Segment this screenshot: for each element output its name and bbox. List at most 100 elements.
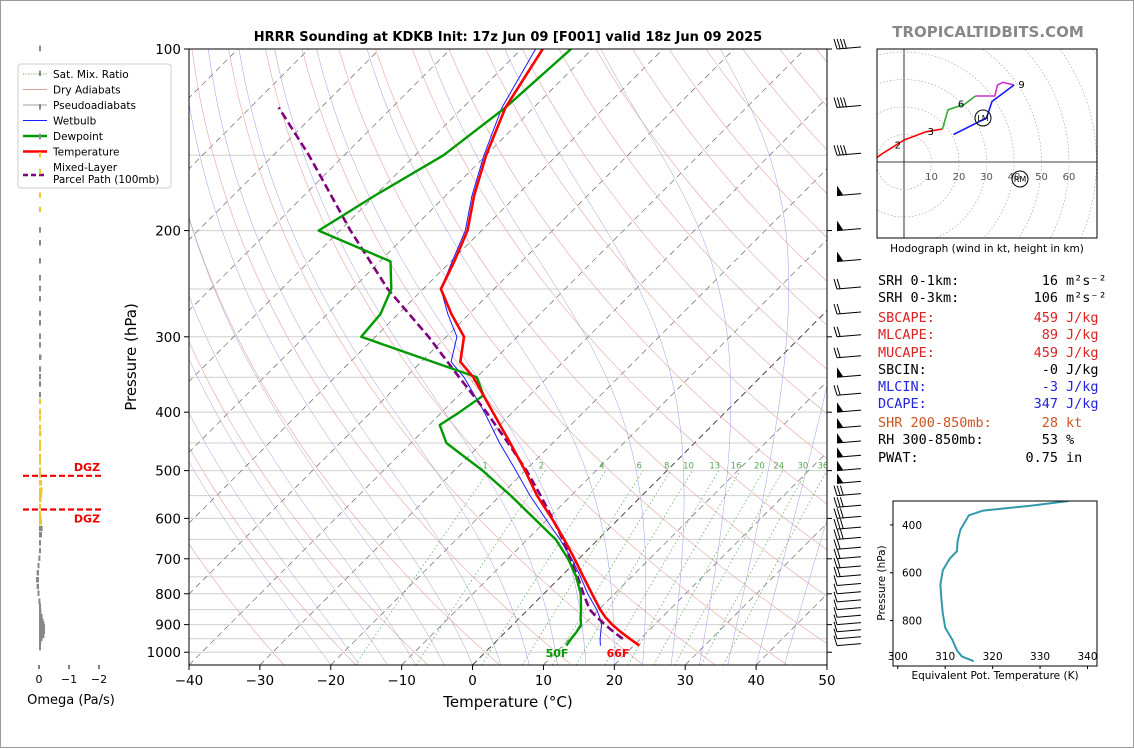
moist-adiabat [208, 49, 501, 665]
theta-e-x-tick-label: 340 [1077, 651, 1097, 663]
omega-bar [39, 275, 41, 280]
hodograph-caption: Hodograph (wind in kt, height in km) [890, 243, 1084, 255]
x-tick-label: 40 [748, 673, 765, 689]
moist-adiabat [317, 49, 586, 665]
index-unit: m²s⁻² [1058, 273, 1107, 290]
omega-bar [39, 207, 41, 212]
sfc-dewpoint-label: 50F [546, 647, 569, 660]
omega-bar [37, 570, 39, 575]
wind-barb [837, 418, 861, 428]
index-value: 106 [1008, 290, 1058, 307]
theta-e-ylabel: Pressure (hPa) [876, 545, 888, 620]
y-tick-label: 1000 [147, 645, 181, 661]
x-tick-label: 20 [606, 673, 623, 689]
index-unit: J/kg [1058, 362, 1099, 379]
omega-bar [39, 603, 41, 608]
wind-barb [837, 461, 861, 471]
mixing-ratio-label: 2 [539, 462, 544, 472]
omega-bar [39, 548, 41, 553]
index-unit: J/kg [1058, 345, 1099, 362]
wind-barb [834, 567, 861, 577]
omega-tick-label: 0 [36, 673, 43, 686]
moist-adiabat [505, 49, 684, 665]
mixing-ratio-label: 16 [731, 462, 742, 472]
omega-bar [39, 311, 41, 316]
y-tick-label: 600 [155, 511, 181, 527]
omega-bar [39, 440, 41, 445]
omega-bar [38, 599, 40, 604]
index-value: 28 [1008, 415, 1058, 432]
wind-barb [834, 549, 861, 559]
wind-barb [834, 97, 861, 107]
index-value: 0.75 [1008, 450, 1058, 467]
index-label: MUCAPE: [878, 345, 1008, 362]
mixing-ratio-label: 13 [709, 462, 720, 472]
omega-bar [38, 563, 40, 568]
wind-barb [834, 558, 861, 568]
dgz-label: DGZ [74, 513, 100, 526]
legend-label: Pseudoadiabats [53, 100, 136, 112]
omega-bar [39, 454, 41, 459]
wind-barb [837, 473, 861, 483]
hodograph-ring-label: 60 [1063, 172, 1076, 183]
omega-tick-label: −2 [91, 673, 107, 686]
omega-bar [39, 526, 43, 531]
x-tick-label: 0 [468, 673, 477, 689]
omega-bar [39, 425, 41, 430]
hodograph-segment [844, 154, 883, 165]
isotherm [331, 49, 947, 665]
index-value: 89 [1008, 327, 1058, 344]
index-label: SHR 200-850mb: [878, 415, 1008, 432]
omega-bar [39, 296, 41, 301]
theta-e-x-tick-label: 320 [983, 651, 1003, 663]
omega-bar [39, 342, 41, 347]
index-label: RH 300-850mb: [878, 432, 1008, 449]
mixing-ratio-line [675, 471, 783, 665]
omega-bar [39, 240, 41, 245]
omega-bar [39, 333, 41, 338]
omega-bar [39, 497, 41, 502]
omega-bar [39, 399, 41, 404]
wind-barb [837, 221, 861, 231]
omega-bar [38, 555, 40, 560]
omega-bar [36, 577, 39, 582]
legend-label: Parcel Path (100mb) [53, 174, 159, 186]
legend-label: Mixed-Layer [53, 162, 118, 174]
theta-e-y-tick-label: 400 [902, 520, 922, 532]
index-row: RH 300-850mb:53% [878, 432, 1074, 449]
dgz-label: DGZ [74, 461, 100, 474]
omega-bar [39, 431, 41, 436]
index-unit: kt [1058, 415, 1082, 432]
omega-bar [39, 286, 41, 291]
x-tick-label: −40 [175, 673, 204, 689]
omega-bar [37, 584, 39, 589]
mixing-ratio-line [355, 471, 489, 665]
omega-bar [39, 392, 41, 397]
wind-barb [837, 367, 861, 377]
index-value: 459 [1008, 345, 1058, 362]
hodograph-ring-label: 10 [925, 172, 938, 183]
wind-barb [837, 433, 861, 443]
wind-barb [834, 539, 861, 549]
omega-bar [39, 169, 41, 174]
omega-bar [39, 504, 41, 509]
omega-bar [39, 445, 41, 450]
hodograph-height-label: 2 [895, 141, 901, 152]
isotherm [189, 49, 805, 665]
wind-barb [834, 497, 861, 507]
index-unit: J/kg [1058, 327, 1099, 344]
wind-barb [837, 447, 861, 457]
omega-tick-label: −1 [61, 673, 77, 686]
mixing-ratio-label: 4 [599, 462, 604, 472]
omega-bar [39, 492, 42, 497]
wind-barb [834, 279, 861, 289]
index-unit: in [1058, 450, 1082, 467]
index-unit: m²s⁻² [1058, 290, 1107, 307]
theta-e-line [940, 501, 1068, 661]
y-tick-label: 400 [155, 405, 181, 421]
omega-bar [39, 366, 41, 371]
